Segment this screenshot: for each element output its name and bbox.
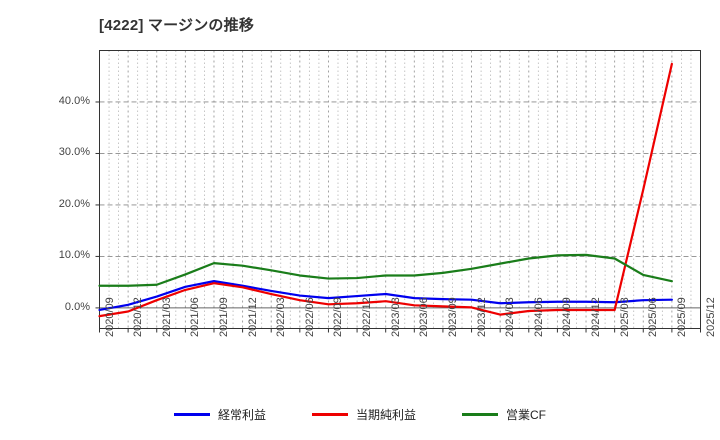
legend-color-swatch <box>173 413 210 416</box>
x-axis-tick-label: 2025/12 <box>704 296 717 337</box>
x-axis-tick-label: 2024/12 <box>590 296 603 337</box>
x-axis-tick-label: 2020/12 <box>132 296 145 337</box>
series-lines <box>98 62 673 318</box>
axis-ticks <box>95 101 701 333</box>
y-axis-tick-label: 10.0% <box>58 249 90 262</box>
legend-label: 当期純利益 <box>356 408 417 422</box>
y-axis-tick-label: 0.0% <box>64 300 90 313</box>
legend-color-swatch <box>462 413 499 416</box>
legend-item[interactable]: 経常利益 <box>173 406 266 423</box>
major-gridlines <box>99 50 701 329</box>
x-axis-tick-label: 2021/09 <box>217 296 230 337</box>
legend-label: 経常利益 <box>217 408 266 422</box>
x-axis-tick-label: 2023/09 <box>446 296 459 337</box>
series-line <box>98 62 673 318</box>
x-axis-tick-label: 2025/03 <box>618 296 631 337</box>
legend-item[interactable]: 営業CF <box>462 406 546 423</box>
page-title: [4222] マージンの推移 <box>99 17 255 34</box>
x-axis-tick-label: 2024/03 <box>504 296 517 337</box>
x-axis-tick-label: 2022/06 <box>303 296 316 337</box>
x-axis-tick-label: 2022/03 <box>275 296 288 337</box>
x-axis-tick-label: 2025/09 <box>675 296 688 337</box>
plot-frame <box>99 50 701 329</box>
series-line <box>98 280 673 312</box>
x-axis-tick-label: 2021/12 <box>246 296 259 337</box>
x-axis-tick-label: 2021/06 <box>189 296 202 337</box>
legend-color-swatch <box>312 413 348 416</box>
y-axis-tick-label: 20.0% <box>58 197 90 210</box>
legend-item[interactable]: 当期純利益 <box>312 406 416 423</box>
series-line <box>98 253 673 287</box>
x-axis-tick-label: 2025/06 <box>647 296 660 337</box>
x-axis-tick-label: 2023/03 <box>389 296 402 337</box>
x-axis-tick-label: 2024/09 <box>561 296 574 337</box>
x-axis-tick-label: 2021/03 <box>160 296 173 337</box>
y-axis-tick-label: 30.0% <box>58 146 90 159</box>
x-axis-tick-label: 2023/12 <box>475 296 488 337</box>
x-axis-tick-label: 2022/12 <box>361 296 374 337</box>
legend-label: 営業CF <box>506 408 547 422</box>
x-axis-tick-label: 2024/06 <box>532 296 545 337</box>
x-axis-tick-label: 2022/09 <box>332 296 345 337</box>
chart-legend: 経常利益 当期純利益 営業CF <box>0 406 720 423</box>
y-axis-tick-label: 40.0% <box>58 94 90 107</box>
x-axis-tick-label: 2020/09 <box>103 296 116 337</box>
x-axis-tick-label: 2023/06 <box>418 296 431 337</box>
